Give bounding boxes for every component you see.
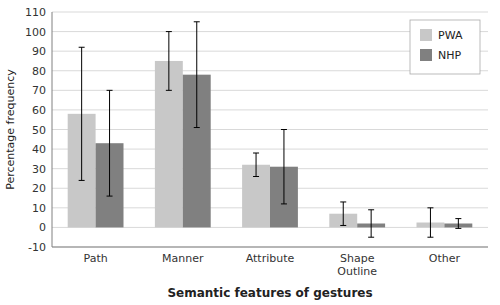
legend-frame (410, 20, 480, 74)
y-axis (52, 12, 53, 247)
y-tick-label: 10 (32, 202, 46, 215)
legend-swatch (420, 49, 432, 61)
error-bar (368, 210, 374, 237)
grid-line (52, 109, 488, 110)
x-tick-label: Manner (162, 252, 204, 265)
y-tick-label: 80 (32, 65, 46, 78)
error-bar (455, 219, 461, 229)
y-tick-label: 90 (32, 45, 46, 58)
y-tick-label: 50 (32, 124, 46, 137)
x-axis (52, 247, 488, 248)
error-bar (340, 202, 346, 226)
legend-label: PWA (438, 29, 463, 42)
x-tick-label: Other (429, 252, 461, 265)
grid-line (52, 12, 488, 13)
y-tick-label: 100 (25, 26, 46, 39)
legend-swatch (420, 29, 432, 41)
error-bar (253, 153, 259, 177)
grid-line (52, 90, 488, 91)
legend-label: NHP (438, 49, 462, 62)
error-bar (166, 32, 172, 91)
x-tick-label: Attribute (246, 252, 295, 265)
y-tick-label: 0 (39, 221, 46, 234)
y-axis-label: Percentage frequency (4, 69, 17, 190)
error-bar (107, 90, 113, 196)
error-bar (79, 47, 85, 180)
grid (52, 12, 488, 247)
grid-line (52, 129, 488, 130)
error-bar (281, 130, 287, 204)
y-tick-label: 70 (32, 84, 46, 97)
y-tick-label: 30 (32, 163, 46, 176)
x-tick-label: ShapeOutline (337, 252, 377, 278)
legend: PWA NHP (410, 20, 480, 74)
x-tick-label: Path (84, 252, 108, 265)
y-tick-label: 40 (32, 143, 46, 156)
error-bar (194, 22, 200, 128)
y-tick-label: 20 (32, 182, 46, 195)
x-axis-label: Semantic features of gestures (167, 286, 372, 300)
y-tick-label: 60 (32, 104, 46, 117)
grid-line (52, 247, 488, 248)
chart: -10 0 10 20 30 40 50 60 70 80 90 100 110 Path Manner At… (0, 0, 500, 305)
error-bar (427, 208, 433, 237)
y-tick-label: 110 (25, 6, 46, 19)
y-tick-label: -10 (28, 241, 46, 254)
